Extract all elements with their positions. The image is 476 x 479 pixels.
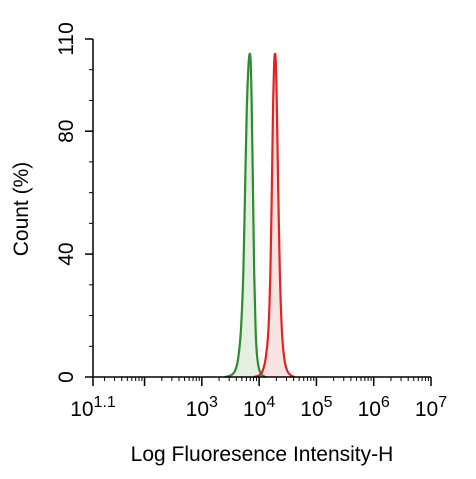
x-tick-label: 107 <box>415 394 447 421</box>
axes-layer <box>92 39 431 378</box>
x-tick-exponent: 4 <box>266 394 275 411</box>
series-layer <box>224 52 296 379</box>
x-tick-label: 104 <box>243 394 275 421</box>
ticks-layer: 0 40 80 110 101.1 103 104 105 106 107 <box>55 22 447 421</box>
x-tick-label: 105 <box>300 394 332 421</box>
x-tick-label: 103 <box>186 394 218 421</box>
y-tick-label: 0 <box>55 371 78 383</box>
series-1-line <box>224 52 267 379</box>
x-tick-exponent: 5 <box>324 394 333 411</box>
x-tick-exponent: 3 <box>209 394 218 411</box>
series-2-line <box>253 52 296 379</box>
x-tick-exponent: 6 <box>381 394 390 411</box>
x-tick-label: 106 <box>358 394 390 421</box>
x-tick-exponent: 7 <box>438 394 447 411</box>
y-axis-title: Count (%) <box>10 162 33 257</box>
y-tick-label: 110 <box>55 22 78 55</box>
y-tick-label: 80 <box>55 120 78 143</box>
x-tick-label: 101.1 <box>70 394 116 421</box>
y-tick-label: 40 <box>55 242 78 265</box>
x-tick-exponent: 1.1 <box>94 394 116 411</box>
series-2-fill <box>253 53 295 377</box>
x-axis-title: Log Fluoresence Intensity-H <box>131 443 394 466</box>
